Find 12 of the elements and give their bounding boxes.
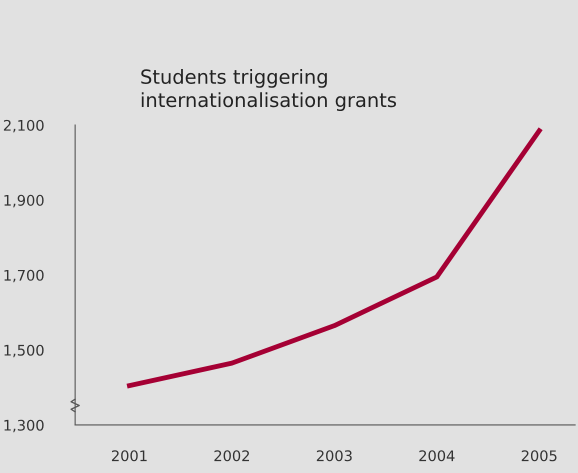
- y-tick-label: 1,900: [4, 194, 44, 208]
- y-tick-label: 2,100: [4, 120, 44, 132]
- y-tick-label: 1,300: [4, 420, 44, 432]
- line-series: [127, 128, 542, 388]
- y-tick-label: 1,500: [4, 344, 44, 358]
- x-tick-label: 2002: [214, 450, 249, 462]
- x-tick-label: 2003: [316, 450, 352, 462]
- y-tick-label: 1,700: [4, 270, 44, 282]
- x-tick-label: 2005: [522, 450, 557, 462]
- x-tick-label: 2004: [419, 450, 455, 462]
- chart-title: Students triggering internationalisation grants: [141, 68, 396, 112]
- x-tick-label: 2001: [112, 450, 147, 462]
